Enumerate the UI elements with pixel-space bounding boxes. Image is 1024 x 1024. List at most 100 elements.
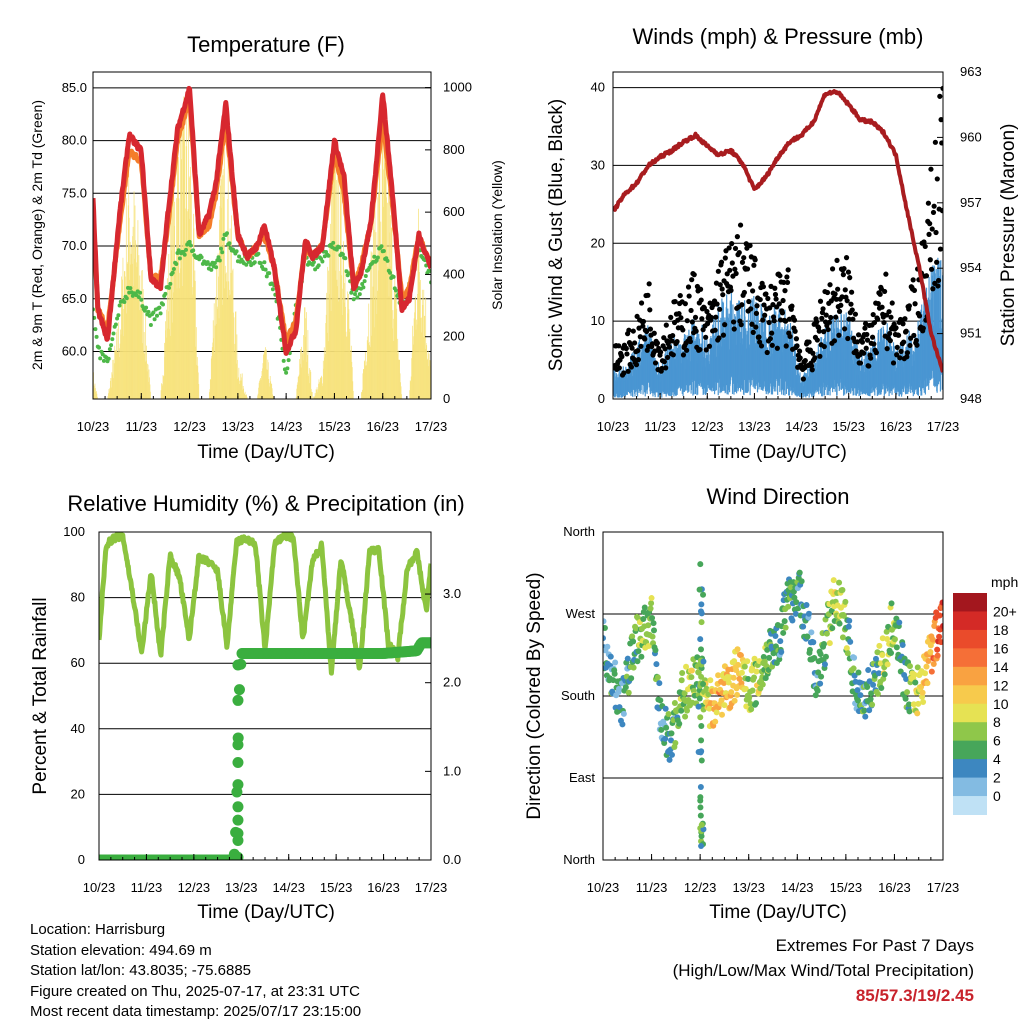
colorbar-label: 10 bbox=[993, 696, 1009, 712]
dewpoint-point bbox=[212, 261, 217, 265]
direction-point bbox=[698, 619, 705, 626]
direction-point bbox=[698, 601, 705, 608]
direction-point bbox=[872, 655, 879, 662]
direction-point bbox=[842, 598, 849, 605]
direction-point bbox=[884, 661, 891, 668]
gust-point bbox=[834, 257, 840, 263]
direction-point bbox=[678, 677, 685, 684]
direction-point bbox=[939, 604, 943, 611]
temperature-y2-tick-label: 400 bbox=[443, 266, 465, 281]
dewpoint-point bbox=[187, 239, 192, 244]
gust-point bbox=[935, 283, 941, 289]
direction-point bbox=[881, 671, 888, 678]
dewpoint-point bbox=[237, 254, 242, 259]
gust-point bbox=[666, 344, 673, 350]
gust-point bbox=[821, 329, 827, 335]
dewpoint-point bbox=[139, 297, 144, 302]
dewpoint-point bbox=[351, 297, 356, 302]
gust-point bbox=[862, 325, 868, 331]
direction-point bbox=[791, 594, 798, 601]
direction-point bbox=[789, 617, 796, 624]
direction-point bbox=[776, 656, 783, 663]
direction-point bbox=[737, 652, 744, 659]
direction-panel: Wind Direction North East South West North 10… bbox=[524, 484, 1018, 923]
direction-point bbox=[850, 665, 857, 672]
gust-point bbox=[910, 277, 916, 283]
direction-point bbox=[822, 653, 829, 660]
direction-point bbox=[678, 707, 685, 714]
precip-point bbox=[425, 637, 431, 649]
winds-y-tick-label: 0 bbox=[598, 391, 605, 406]
direction-point bbox=[656, 680, 663, 687]
dewpoint-point bbox=[128, 286, 133, 291]
temperature-y2-tick-label: 1000 bbox=[443, 80, 472, 95]
gust-point bbox=[689, 277, 695, 283]
direction-point bbox=[772, 632, 779, 639]
dewpoint-point bbox=[363, 274, 368, 278]
direction-point bbox=[713, 709, 720, 716]
gust-point bbox=[758, 343, 765, 349]
direction-point bbox=[668, 751, 675, 758]
gust-point bbox=[680, 327, 686, 333]
gust-point bbox=[760, 317, 766, 323]
direction-point bbox=[936, 612, 943, 619]
direction-point bbox=[866, 707, 873, 714]
direction-point bbox=[744, 658, 751, 665]
gust-point bbox=[852, 311, 859, 317]
direction-point bbox=[647, 605, 654, 612]
direction-point bbox=[793, 599, 800, 606]
humidity-x-tick-label: 14/23 bbox=[272, 880, 305, 895]
gust-point bbox=[819, 315, 825, 321]
gust-point bbox=[783, 343, 789, 349]
dewpoint-point bbox=[116, 313, 121, 318]
winds-y2-tick-label: 963 bbox=[960, 64, 982, 79]
direction-point bbox=[806, 646, 813, 653]
gust-point bbox=[729, 260, 735, 266]
gust-point bbox=[731, 326, 737, 332]
gust-point bbox=[722, 322, 728, 328]
direction-point bbox=[808, 629, 815, 636]
direction-point bbox=[635, 648, 642, 655]
direction-point bbox=[742, 685, 749, 692]
dewpoint-point bbox=[372, 254, 377, 259]
direction-point bbox=[939, 599, 943, 606]
gust-point bbox=[888, 314, 894, 320]
dewpoint-point bbox=[182, 252, 187, 257]
gust-point bbox=[685, 284, 692, 290]
direction-point bbox=[721, 702, 728, 709]
direction-point bbox=[728, 689, 735, 696]
direction-point bbox=[668, 737, 674, 744]
temperature-y-tick-label: 85.0 bbox=[62, 80, 87, 95]
precip-point bbox=[232, 827, 244, 839]
direction-point bbox=[730, 674, 737, 681]
direction-x-tick-label: 14/23 bbox=[781, 880, 814, 895]
temperature-x-tick-label: 10/23 bbox=[77, 419, 110, 434]
temperature-y-tick-label: 75.0 bbox=[62, 185, 87, 200]
gust-point bbox=[903, 328, 909, 334]
direction-point bbox=[778, 649, 785, 656]
dewpoint-point bbox=[216, 255, 221, 260]
gust-point bbox=[937, 93, 943, 99]
gust-point bbox=[732, 245, 739, 252]
gust-point bbox=[927, 221, 933, 227]
colorbar-swatch bbox=[953, 611, 987, 631]
humidity-x-tick-label: 12/23 bbox=[178, 880, 211, 895]
winds-y2-tick-label: 954 bbox=[960, 260, 982, 275]
gust-point bbox=[901, 339, 907, 345]
gust-point bbox=[904, 350, 911, 356]
colorbar-label: 6 bbox=[993, 733, 1001, 749]
gust-point bbox=[744, 266, 751, 272]
gust-point bbox=[677, 292, 683, 299]
dewpoint-point bbox=[360, 282, 365, 286]
dewpoint-point bbox=[375, 255, 380, 260]
colorbar-title: mph bbox=[991, 574, 1018, 590]
colorbar-swatch bbox=[953, 703, 987, 723]
gust-point bbox=[693, 328, 699, 334]
gust-point bbox=[826, 319, 833, 325]
dewpoint-point bbox=[94, 334, 99, 339]
gust-point bbox=[672, 298, 678, 305]
direction-point bbox=[700, 681, 707, 688]
dewpoint-point bbox=[106, 356, 111, 361]
gust-point bbox=[720, 292, 726, 298]
